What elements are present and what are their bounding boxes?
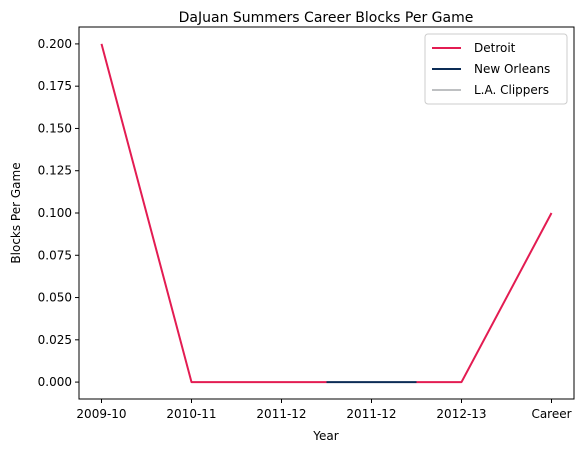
y-tick-label: 0.125 [38, 164, 72, 178]
legend-label-detroit: Detroit [474, 41, 516, 55]
x-tick-label: 2009-10 [76, 407, 126, 421]
chart-title: DaJuan Summers Career Blocks Per Game [179, 10, 474, 26]
y-tick-label: 0.025 [38, 333, 72, 347]
x-tick-label: 2012-13 [436, 407, 486, 421]
y-tick-label: 0.075 [38, 248, 72, 262]
y-tick-label: 0.000 [38, 375, 72, 389]
y-tick-label: 0.050 [38, 291, 72, 305]
y-axis-label: Blocks Per Game [9, 162, 23, 263]
x-axis-label: Year [312, 429, 338, 443]
legend-box [424, 33, 568, 105]
series-line-detroit [416, 212, 553, 384]
y-axis: 0.000 0.025 0.050 0.075 0.100 0.125 0.150 0.175… [38, 37, 79, 389]
x-tick-label: 2011-12 [346, 407, 396, 421]
y-tick-label: 0.175 [38, 79, 72, 93]
series-line-detroit [100, 43, 327, 384]
x-tick-label: 2010-11 [166, 407, 216, 421]
y-tick-label: 0.100 [38, 206, 72, 220]
y-tick-label: 0.150 [38, 121, 72, 135]
series-layer [100, 43, 553, 384]
legend: Detroit New Orleans L.A. Clippers [424, 33, 568, 105]
x-tick-label: 2011-12 [256, 407, 306, 421]
legend-label-l-a-clippers: L.A. Clippers [474, 83, 549, 97]
x-axis: 2009-10 2010-11 2011-12 2011-12 2012-13 Caree… [76, 399, 572, 421]
y-tick-label: 0.200 [38, 37, 72, 51]
legend-label-new-orleans: New Orleans [474, 62, 550, 76]
x-tick-label: Career [531, 407, 571, 421]
